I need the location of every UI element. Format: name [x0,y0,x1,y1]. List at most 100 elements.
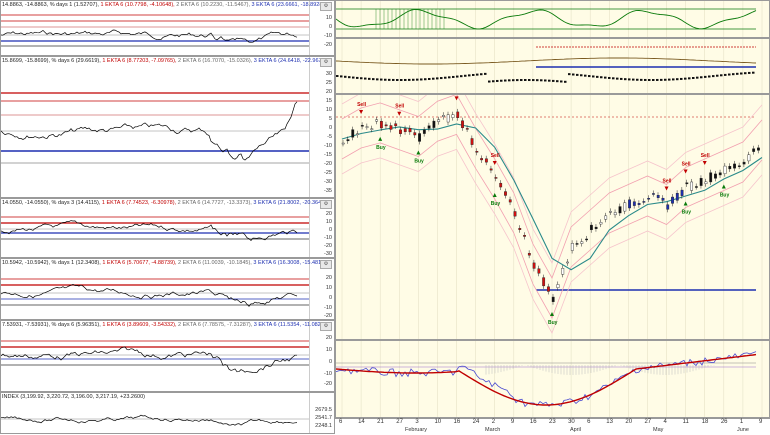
settings-icon[interactable]: ⚙ [320,260,332,269]
candle [379,121,383,129]
volume-bar [472,73,475,76]
candle [685,182,689,185]
header-value: 10.5942, -10.5942), [2,260,52,266]
volume-bar [396,78,399,81]
header-value: 14.0550, -14.0550), [2,200,52,206]
header-value: 14.8863, -14.8863, [2,2,50,8]
month-label: June [737,427,749,433]
candle [656,195,660,198]
header-value: % days 6 (5.96351), [51,322,103,328]
volume-bar [588,75,591,78]
tick-label: 0 [328,295,332,301]
panel-header: INDEX (3,199.92, 3,220.72, 3,196.00, 3,2… [2,393,145,401]
tick-label: 0 [328,227,332,233]
settings-icon[interactable]: ⚙ [320,322,332,331]
volume-bar [704,75,707,78]
tick-label: -20 [324,381,332,387]
volume-bar [712,75,715,78]
indicator-line [1,220,298,242]
volume-bar [344,75,347,78]
candle [714,173,717,179]
tick-label: -35 [324,188,332,194]
tick-label: 10 [325,219,332,225]
candle [604,215,608,220]
indicator-plot [1,340,312,373]
indicator-line [1,101,298,161]
header-value: 2 EKTA 6 (10.2230, -11.5467), [176,2,252,8]
volume-bar [460,75,463,78]
x-tick-label: 30 [568,419,575,425]
volume-bar [392,78,395,81]
candle [508,199,512,203]
volume-bar [356,76,359,79]
x-tick-label: 4 [663,419,667,425]
volume-bar [376,78,379,81]
tick-label: -10 [324,235,332,241]
buy-arrow-icon [550,312,554,316]
volume-bar [556,80,559,83]
volume-bar [628,78,631,81]
settings-icon[interactable]: ⚙ [320,58,332,67]
volume-bar [420,78,423,81]
panel-header: 7.53931, -7.53931), % days 6 (5.96351), … [2,321,326,329]
candle [442,115,445,117]
volume-bar [364,77,367,80]
tick-label: 20 [325,335,332,341]
candle [456,111,460,118]
candle [489,168,493,171]
month-label: February [405,427,428,433]
candle [437,119,441,122]
volume-bar [728,73,731,76]
tick-label: 10 [325,107,332,113]
indicator-line [1,284,298,307]
tick-label: 20 [325,211,332,217]
x-tick-label: 16 [529,419,537,425]
sell-arrow-icon [492,161,497,165]
candle [690,181,694,191]
candle [523,235,526,237]
volume-plot [336,39,763,93]
candle [504,191,507,196]
candle [394,123,398,127]
volume-bar [504,79,507,82]
volume-bar [612,77,615,80]
volume-bar [696,76,699,79]
tick-label: -20 [324,243,332,249]
settings-icon[interactable]: ⚙ [320,2,332,11]
volume-bar [340,75,343,78]
candle [399,129,402,134]
candle [403,128,407,132]
header-value: 2 EKTA 6 (14.7727, -13.3373), [177,200,254,206]
header-value: 3,196.00, [71,394,96,400]
buy-signal-label: Buy [491,201,501,207]
candle [599,222,603,225]
volume-bar [388,78,391,81]
oscillator-plot [336,1,763,37]
tick-label: -10 [324,305,332,311]
volume-bar [432,77,435,80]
volume-bar [524,79,527,82]
indicator-panel-3: 14.0550, -14.0550), % days 3 (14.4115), … [0,198,335,258]
candle [422,129,426,134]
panel-header: 15.8699, -15.8699), % days 6 (29.6619), … [2,57,326,65]
volume-bar [488,80,491,83]
indicator-plot [1,14,312,47]
volume-bar [620,77,623,80]
candle [341,142,345,145]
candle [709,172,713,183]
volume-bar [368,77,371,80]
buy-arrow-icon [492,193,497,197]
envelope-band [341,95,763,264]
header-value: % days 3 (14.4115), [51,200,102,206]
envelope-band [341,133,763,319]
volume-bar [496,79,499,82]
buy-signal-label: Buy [376,145,386,151]
header-value: 7.53931, -7.53931), [2,322,52,328]
sell-arrow-icon [702,161,707,165]
settings-icon[interactable]: ⚙ [320,200,332,209]
volume-bar [508,79,511,82]
volume-bar [600,76,603,79]
tick-label: 20 [325,89,332,95]
tick-label: -10 [324,33,332,39]
indicator-panel-1: 14.8863, -14.8863, % days 1 (1.52707), 1… [0,0,335,56]
